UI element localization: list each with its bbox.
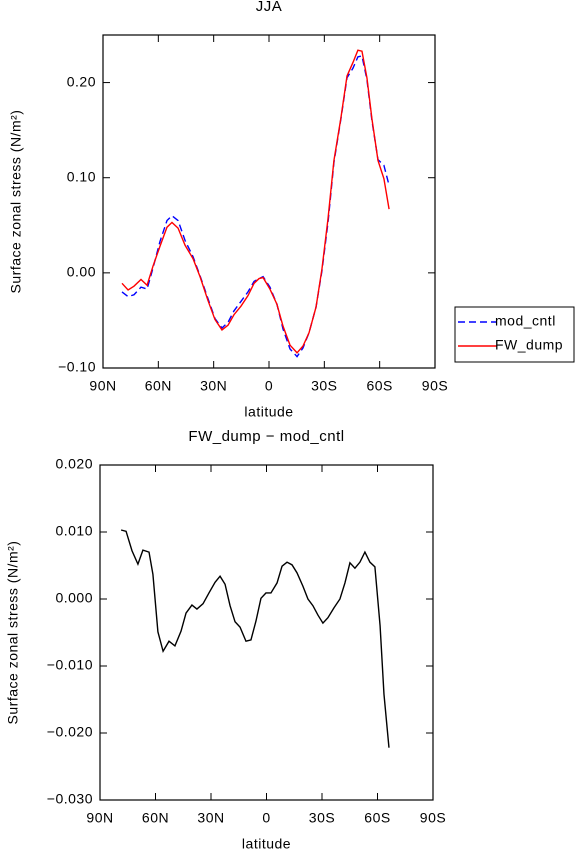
- legend-label: mod_cntl: [495, 313, 556, 329]
- y-tick-label: 0.20: [67, 73, 96, 89]
- x-axis-label: latitude: [244, 404, 293, 420]
- x-tick-label: 30S: [309, 810, 335, 826]
- x-tick-label: 0: [262, 810, 270, 826]
- x-tick-label: 90N: [89, 378, 116, 394]
- y-axis-label: Surface zonal stress (N/m²): [8, 110, 24, 294]
- chart-title: JJA: [256, 0, 283, 15]
- x-tick-label: 90S: [420, 810, 446, 826]
- chart-title: FW_dump − mod_cntl: [188, 428, 344, 445]
- y-tick-label: −0.020: [47, 724, 93, 740]
- x-tick-label: 90N: [86, 810, 113, 826]
- plot-frame: [99, 464, 434, 801]
- legend-label: FW_dump: [495, 337, 563, 353]
- plot-frame: [102, 34, 436, 369]
- y-tick-label: 0.00: [67, 264, 96, 280]
- x-axis-label: latitude: [242, 836, 291, 851]
- x-tick-label: 30N: [200, 378, 227, 394]
- y-axis-label: Surface zonal stress (N/m²): [5, 541, 21, 725]
- legend-box: [454, 306, 575, 363]
- x-tick-label: 60S: [366, 378, 392, 394]
- data-line: [120, 529, 390, 748]
- y-tick-label: 0.010: [55, 523, 93, 539]
- y-tick-label: 0.000: [55, 590, 93, 606]
- x-tick-label: 60N: [142, 810, 169, 826]
- x-tick-label: 90S: [422, 378, 448, 394]
- x-tick-label: 60S: [364, 810, 390, 826]
- y-tick-label: −0.10: [58, 359, 96, 375]
- x-tick-label: 0: [265, 378, 273, 394]
- y-tick-label: 0.10: [67, 168, 96, 184]
- y-tick-label: 0.020: [55, 456, 93, 472]
- data-line: [121, 49, 390, 354]
- x-tick-label: 60N: [145, 378, 172, 394]
- data-line: [121, 55, 390, 358]
- x-tick-label: 30N: [197, 810, 224, 826]
- y-tick-label: −0.010: [47, 657, 93, 673]
- x-tick-label: 30S: [311, 378, 337, 394]
- y-tick-label: −0.030: [47, 791, 93, 807]
